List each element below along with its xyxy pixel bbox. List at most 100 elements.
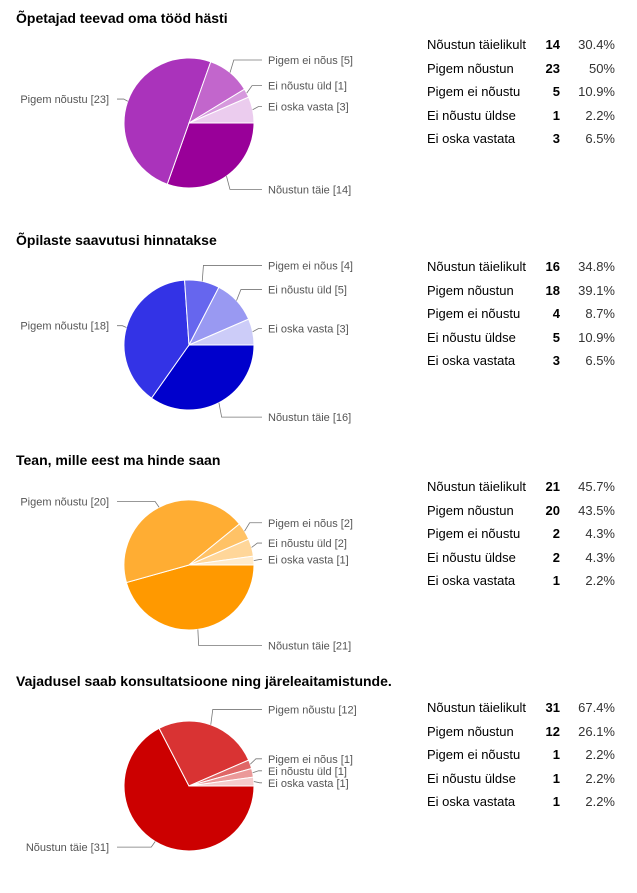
callout-line	[236, 289, 262, 301]
callout-line	[244, 522, 262, 532]
chart-block: Vajadusel saab konsultatsioone ning järe…	[0, 673, 637, 893]
chart-title: Õpilaste saavutusi hinnatakse	[16, 232, 217, 248]
answer-count: 5	[552, 329, 560, 345]
answer-percent: 50%	[588, 60, 615, 76]
callout-line	[253, 781, 262, 784]
answer-percent: 2.2%	[585, 573, 615, 588]
answer-count: 2	[552, 526, 560, 541]
pie-slice	[166, 122, 255, 189]
slice-label: Pigem ei nõus [5]	[268, 55, 353, 67]
summary-table: Nõustun täielikult 31 67.4% Pigem nõustun 12…	[427, 700, 627, 818]
table-row: Ei oska vastata 1 2.2%	[427, 573, 627, 597]
answer-label: Ei nõustu üldse	[427, 107, 516, 123]
callout-line	[210, 709, 262, 725]
callout-line	[253, 559, 262, 561]
table-row: Pigem ei nõustu 5 10.9%	[427, 84, 627, 108]
table-row: Ei nõustu üldse 5 10.9%	[427, 330, 627, 354]
answer-count: 14	[545, 37, 560, 52]
slice-label: Nõustun täie [14]	[268, 184, 351, 196]
answer-label: Ei nõustu üldse	[427, 329, 516, 345]
answer-percent: 26.1%	[578, 723, 615, 739]
callout-line	[226, 176, 262, 190]
answer-percent: 10.9%	[578, 329, 615, 345]
pie-chart: Pigem ei nõus [2] Ei nõustu üld [2] Ei osk…	[20, 497, 353, 653]
table-row: Pigem nõustun 18 39.1%	[427, 283, 627, 307]
slice-label: Pigem nõustu [20]	[20, 497, 109, 509]
pie-slice	[123, 499, 241, 584]
chart-block: Õpetajad teevad oma tööd hästi Pigem ei n…	[0, 10, 637, 230]
answer-percent: 10.9%	[578, 84, 615, 99]
answer-count: 1	[552, 770, 560, 786]
slice-label: Ei oska vasta [1]	[268, 778, 349, 790]
slice-label: Nõustun täie [16]	[268, 412, 351, 424]
answer-percent: 6.5%	[585, 131, 615, 146]
answer-count: 3	[552, 353, 560, 368]
answer-count: 2	[552, 549, 560, 565]
slice-label: Ei oska vasta [1]	[268, 554, 349, 566]
answer-percent: 6.5%	[585, 353, 615, 368]
answer-percent: 67.4%	[578, 700, 615, 715]
answer-count: 20	[545, 502, 560, 518]
answer-percent: 2.2%	[585, 770, 615, 786]
answer-count: 23	[545, 60, 560, 76]
answer-label: Pigem nõustun	[427, 723, 514, 739]
table-row: Nõustun täielikult 14 30.4%	[427, 37, 627, 61]
answer-percent: 2.2%	[585, 794, 615, 809]
answer-percent: 2.2%	[585, 747, 615, 762]
slice-label: Ei nõustu üld [1]	[268, 81, 347, 93]
answer-count: 3	[552, 131, 560, 146]
answer-label: Pigem nõustun	[427, 60, 514, 76]
pie-slice	[150, 344, 255, 411]
table-row: Pigem nõustun 20 43.5%	[427, 503, 627, 527]
slice-label: Pigem nõustu [23]	[20, 94, 109, 106]
answer-count: 21	[545, 479, 560, 494]
table-row: Pigem ei nõustu 2 4.3%	[427, 526, 627, 550]
answer-label: Nõustun täielikult	[427, 259, 526, 274]
answer-count: 31	[545, 700, 560, 715]
answer-label: Ei nõustu üldse	[427, 549, 516, 565]
answer-percent: 39.1%	[578, 282, 615, 298]
answer-percent: 43.5%	[578, 502, 615, 518]
summary-table: Nõustun täielikult 21 45.7% Pigem nõustun 20…	[427, 479, 627, 597]
table-row: Ei nõustu üldse 1 2.2%	[427, 108, 627, 132]
slice-label: Pigem ei nõus [1]	[268, 754, 353, 766]
answer-count: 5	[552, 84, 560, 99]
pie-chart: Pigem nõustu [12] Pigem ei nõus [1]Ei nõu…	[26, 704, 357, 854]
slice-label: Pigem ei nõus [2]	[268, 518, 353, 530]
answer-label: Ei oska vastata	[427, 794, 516, 809]
pie-chart: Pigem ei nõus [4] Ei nõustu üld [5] Ei osk…	[20, 260, 353, 424]
answer-label: Pigem nõustun	[427, 502, 514, 518]
answer-count: 1	[552, 107, 560, 123]
answer-count: 16	[545, 259, 560, 274]
pie-slice	[123, 279, 190, 399]
table-row: Pigem nõustun 23 50%	[427, 61, 627, 85]
pie-slice	[123, 727, 255, 852]
answer-percent: 4.3%	[585, 549, 615, 565]
callout-line	[249, 758, 262, 765]
answer-label: Ei oska vastata	[427, 573, 516, 588]
answer-count: 1	[552, 794, 560, 809]
answer-label: Pigem ei nõustu	[427, 526, 521, 541]
chart-title: Vajadusel saab konsultatsioone ning järe…	[16, 673, 392, 689]
callout-line	[246, 85, 262, 94]
table-row: Ei nõustu üldse 2 4.3%	[427, 550, 627, 574]
answer-label: Nõustun täielikult	[427, 700, 526, 715]
callout-line	[201, 265, 262, 282]
answer-count: 12	[545, 723, 560, 739]
table-row: Nõustun täielikult 21 45.7%	[427, 479, 627, 503]
answer-percent: 4.3%	[585, 526, 615, 541]
callout-line	[252, 106, 262, 111]
answer-percent: 45.7%	[578, 479, 615, 494]
answer-label: Nõustun täielikult	[427, 37, 526, 52]
answer-label: Pigem ei nõustu	[427, 306, 521, 321]
answer-label: Pigem ei nõustu	[427, 84, 521, 99]
answer-label: Pigem ei nõustu	[427, 747, 521, 762]
callout-line	[197, 629, 262, 646]
callout-line	[117, 325, 127, 328]
table-row: Ei oska vastata 1 2.2%	[427, 794, 627, 818]
pie-chart: Pigem ei nõus [5] Ei nõustu üld [1] Ei osk…	[20, 55, 353, 196]
table-row: Ei nõustu üldse 1 2.2%	[427, 771, 627, 795]
table-row: Pigem ei nõustu 4 8.7%	[427, 306, 627, 330]
answer-percent: 34.8%	[578, 259, 615, 274]
slice-label: Pigem nõustu [18]	[20, 321, 109, 333]
